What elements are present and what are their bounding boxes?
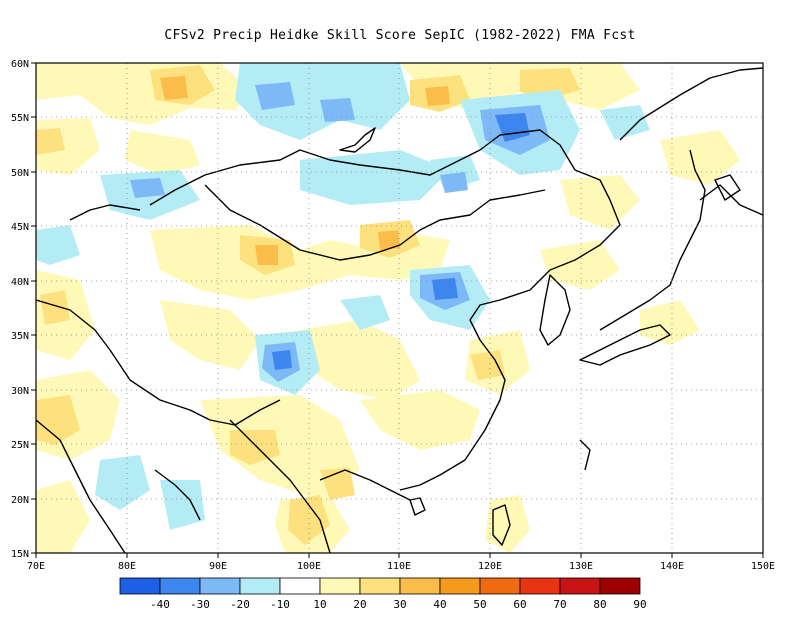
colorbar-label: 50 bbox=[473, 598, 486, 611]
longitude-labels: 70E 80E 90E 100E 110E 120E 130E 140E 150… bbox=[27, 561, 775, 572]
colorbar-swatch bbox=[359, 577, 401, 595]
colorbar-label: 40 bbox=[433, 598, 446, 611]
map-title: CFSv2 Precip Heidke Skill Score SepIC (1… bbox=[164, 28, 636, 43]
lon-tick-label: 140E bbox=[660, 561, 684, 572]
colorbar-label: 70 bbox=[553, 598, 566, 611]
lat-tick-label: 55N bbox=[11, 113, 29, 124]
colorbar-swatch bbox=[199, 577, 241, 595]
colorbar-label: -20 bbox=[230, 598, 250, 611]
graticule bbox=[36, 63, 763, 553]
colorbar-swatch bbox=[319, 577, 361, 595]
colorbar-swatch bbox=[279, 577, 321, 595]
colorbar-label: 80 bbox=[593, 598, 606, 611]
lon-tick-label: 80E bbox=[118, 561, 136, 572]
colorbar-swatch bbox=[439, 577, 481, 595]
coastlines bbox=[36, 67, 763, 553]
latitude-labels: 15N 20N 25N 30N 35N 40N 45N 50N 55N 60N bbox=[11, 59, 29, 560]
colorbar-label: -10 bbox=[270, 598, 290, 611]
lat-tick-label: 15N bbox=[11, 549, 29, 560]
lon-tick-label: 70E bbox=[27, 561, 45, 572]
lat-tick-label: 30N bbox=[11, 386, 29, 397]
colorbar-swatch bbox=[119, 577, 161, 595]
skill-shading bbox=[36, 63, 740, 553]
colorbar-swatch bbox=[479, 577, 521, 595]
colorbar-label: 20 bbox=[353, 598, 366, 611]
lat-tick-label: 60N bbox=[11, 59, 29, 70]
colorbar-swatch bbox=[399, 577, 441, 595]
colorbar: -40 -30 -20 -10 10 20 30 40 50 60 70 80 90 bbox=[119, 577, 647, 611]
lon-tick-label: 130E bbox=[569, 561, 593, 572]
lon-tick-label: 120E bbox=[478, 561, 502, 572]
colorbar-label: 30 bbox=[393, 598, 406, 611]
colorbar-label: 10 bbox=[313, 598, 326, 611]
colorbar-swatch bbox=[559, 577, 601, 595]
colorbar-swatch bbox=[239, 577, 281, 595]
lat-tick-label: 20N bbox=[11, 495, 29, 506]
lat-tick-label: 45N bbox=[11, 222, 29, 233]
colorbar-label: 60 bbox=[513, 598, 526, 611]
lat-tick-label: 50N bbox=[11, 168, 29, 179]
colorbar-label: -40 bbox=[150, 598, 170, 611]
lat-tick-label: 40N bbox=[11, 277, 29, 288]
colorbar-label: 90 bbox=[633, 598, 646, 611]
lon-tick-label: 150E bbox=[751, 561, 775, 572]
lon-tick-label: 110E bbox=[387, 561, 411, 572]
lon-tick-label: 100E bbox=[297, 561, 321, 572]
colorbar-label: -30 bbox=[190, 598, 210, 611]
lon-tick-label: 90E bbox=[209, 561, 227, 572]
colorbar-swatch bbox=[599, 577, 641, 595]
colorbar-swatch bbox=[159, 577, 201, 595]
lat-tick-label: 35N bbox=[11, 331, 29, 342]
colorbar-swatch bbox=[519, 577, 561, 595]
lat-tick-label: 25N bbox=[11, 440, 29, 451]
